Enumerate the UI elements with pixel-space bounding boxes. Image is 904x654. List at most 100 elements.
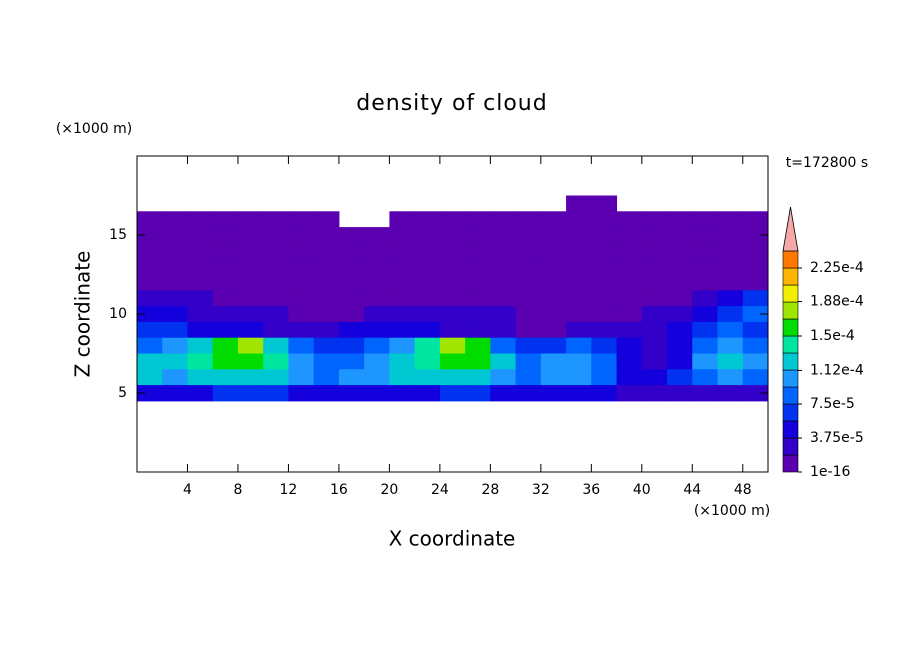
contour-cell xyxy=(591,242,618,260)
contour-cell xyxy=(667,242,693,260)
contour-cell xyxy=(162,211,188,228)
contour-cell xyxy=(591,321,618,339)
contour-cell xyxy=(742,353,769,370)
y-unit: (×1000 m) xyxy=(56,121,132,137)
contour-cell xyxy=(717,227,744,244)
contour-cell xyxy=(641,385,668,402)
contour-cell xyxy=(616,242,643,260)
contour-cell xyxy=(591,385,618,402)
contour-cell xyxy=(237,306,264,323)
contour-cell xyxy=(313,337,340,354)
contour-cell xyxy=(616,353,643,370)
contour-cell xyxy=(162,306,188,323)
x-tick-label: 28 xyxy=(481,482,499,498)
x-tick-label: 40 xyxy=(633,482,651,498)
contour-cell xyxy=(137,258,163,275)
contour-cell xyxy=(616,306,643,323)
contour-cell xyxy=(162,337,188,354)
contour-cell xyxy=(742,385,769,402)
x-tick-label: 48 xyxy=(734,482,752,498)
contour-cell xyxy=(692,369,719,386)
contour-cell xyxy=(263,321,289,339)
contour-cell xyxy=(515,385,542,402)
contour-cell xyxy=(212,306,239,323)
contour-cell xyxy=(717,321,744,339)
contour-cell xyxy=(212,290,239,307)
contour-cell xyxy=(692,306,719,323)
contour-cell xyxy=(338,227,365,244)
contour-cell xyxy=(288,211,315,228)
contour-cell xyxy=(566,211,592,228)
contour-cell xyxy=(717,369,744,386)
contour-cell xyxy=(490,337,517,354)
colorbar-band xyxy=(782,403,799,422)
contour-cell xyxy=(641,211,668,228)
contour-cell xyxy=(515,369,542,386)
contour-cell xyxy=(389,369,416,386)
contour-cell xyxy=(288,385,315,402)
contour-cell xyxy=(616,290,643,307)
contour-cell xyxy=(692,321,719,339)
contour-cell xyxy=(439,211,466,228)
contour-cell xyxy=(667,337,693,354)
contour-cell xyxy=(263,274,289,291)
contour-cell xyxy=(212,369,239,386)
contour-cell xyxy=(414,369,441,386)
contour-cell xyxy=(414,242,441,260)
contour-cell xyxy=(288,290,315,307)
colorbar-overflow xyxy=(782,206,799,252)
y-tick-label: 15 xyxy=(109,227,127,243)
contour-cell xyxy=(515,290,542,307)
contour-cell xyxy=(490,353,517,370)
x-tick-label: 44 xyxy=(683,482,701,498)
contour-cell xyxy=(263,369,289,386)
contour-cell xyxy=(566,242,592,260)
contour-cell xyxy=(742,211,769,228)
contour-cell xyxy=(263,385,289,402)
contour-cell xyxy=(591,258,618,275)
colorbar-band xyxy=(782,284,799,303)
contour-cell xyxy=(338,337,365,354)
colorbar-band xyxy=(782,250,799,269)
contour-cell xyxy=(237,227,264,244)
contour-cell xyxy=(212,353,239,370)
contour-cell xyxy=(515,258,542,275)
contour-cell xyxy=(263,242,289,260)
contour-cell xyxy=(288,337,315,354)
contour-cell xyxy=(566,385,592,402)
contour-cell xyxy=(717,274,744,291)
colorbar-tick-label: 1.12e-4 xyxy=(810,362,864,378)
contour-cell xyxy=(667,211,693,228)
contour-cell xyxy=(465,306,491,323)
contour-cell xyxy=(389,337,416,354)
contour-cell xyxy=(465,227,491,244)
contour-cell xyxy=(288,227,315,244)
contour-cell xyxy=(263,337,289,354)
contour-cell xyxy=(162,290,188,307)
contour-cell xyxy=(540,369,567,386)
contour-cell xyxy=(439,274,466,291)
colorbar-tick-label: 1e-16 xyxy=(810,464,850,480)
contour-cell xyxy=(187,321,214,339)
contour-cell xyxy=(389,274,416,291)
contour-cell xyxy=(566,290,592,307)
contour-cell xyxy=(414,274,441,291)
colorbar-tick-label: 1.5e-4 xyxy=(810,328,855,344)
contour-cell xyxy=(414,306,441,323)
contour-cell xyxy=(364,290,390,307)
contour-cell xyxy=(742,274,769,291)
contour-cell xyxy=(187,290,214,307)
contour-cell xyxy=(566,369,592,386)
contour-cell xyxy=(717,306,744,323)
contour-cell xyxy=(490,385,517,402)
contour-cell xyxy=(237,337,264,354)
contour-cell xyxy=(641,258,668,275)
contour-cell xyxy=(338,258,365,275)
contour-cell xyxy=(667,274,693,291)
contour-cell xyxy=(439,353,466,370)
contour-cell xyxy=(439,242,466,260)
contour-cell xyxy=(490,290,517,307)
contour-cell xyxy=(439,227,466,244)
contour-cell xyxy=(692,353,719,370)
contour-cell xyxy=(187,369,214,386)
